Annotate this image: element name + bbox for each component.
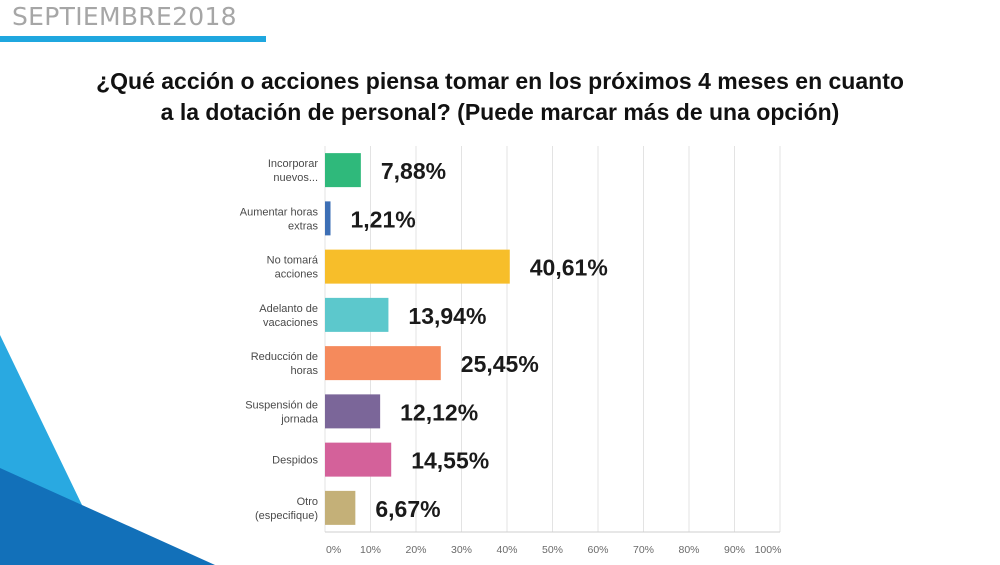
bar (325, 201, 331, 236)
category-label: Adelanto de (259, 303, 318, 315)
value-label: 7,88% (381, 158, 446, 184)
chart-title-line-1: ¿Qué acción o acciones piensa tomar en l… (96, 68, 904, 94)
chart-title: ¿Qué acción o acciones piensa tomar en l… (0, 66, 1000, 128)
x-tick-label: 20% (405, 544, 426, 556)
category-label: (especifique) (255, 510, 318, 522)
decorative-dark-triangle (0, 468, 215, 565)
category-label: vacaciones (263, 317, 319, 329)
bar (325, 249, 510, 284)
category-label: nuevos... (273, 172, 318, 184)
bar (325, 153, 361, 188)
x-tick-label: 0% (326, 544, 341, 556)
chart-title-line-2: a la dotación de personal? (Puede marcar… (160, 99, 840, 125)
category-label: horas (290, 365, 318, 377)
value-label: 6,67% (375, 496, 440, 522)
bar (325, 394, 381, 429)
value-label: 1,21% (351, 206, 416, 232)
x-tick-label: 80% (678, 544, 699, 556)
category-label: Suspensión de (245, 399, 318, 411)
slide-header: SEPTIEMBRE2018 (12, 2, 237, 31)
value-label: 12,12% (400, 399, 478, 425)
x-tick-label: 50% (542, 544, 563, 556)
x-tick-label: 70% (633, 544, 654, 556)
category-label: Aumentar horas (240, 206, 319, 218)
bar (325, 346, 441, 381)
category-label: Incorporar (268, 158, 318, 170)
x-tick-label: 60% (587, 544, 608, 556)
x-tick-label: 90% (724, 544, 745, 556)
bar (325, 297, 389, 332)
x-tick-label: 100% (755, 544, 782, 556)
x-tick-label: 40% (496, 544, 517, 556)
value-label: 14,55% (411, 448, 489, 474)
value-label: 40,61% (530, 255, 608, 281)
category-label: Otro (297, 496, 318, 508)
category-label: Reducción de (251, 351, 318, 363)
value-label: 25,45% (461, 351, 539, 377)
x-tick-label: 30% (451, 544, 472, 556)
value-label: 13,94% (408, 303, 486, 329)
bar (325, 442, 392, 477)
header-rule (0, 36, 266, 42)
category-label: extras (288, 220, 318, 232)
category-label: Despidos (272, 455, 318, 467)
category-label: acciones (275, 269, 319, 281)
x-tick-label: 10% (360, 544, 381, 556)
bar (325, 490, 356, 525)
category-label: No tomará (267, 255, 319, 267)
category-label: jornada (280, 413, 319, 425)
